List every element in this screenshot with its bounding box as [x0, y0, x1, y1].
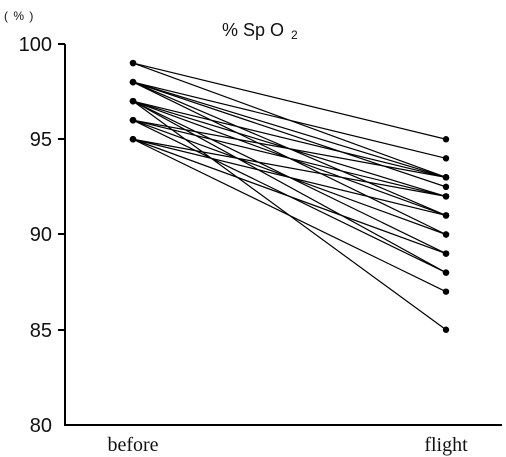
data-point-19-flight — [442, 212, 450, 219]
y-tick-label-90: 90 — [30, 224, 52, 246]
y-axis-tick-labels: 100 95 90 85 80 — [19, 34, 52, 437]
series-points — [129, 59, 450, 333]
series-line-3 — [132, 81, 447, 159]
x-axis-tick-labels: before flight — [107, 434, 468, 456]
data-point-7-before — [129, 78, 137, 86]
data-point-17-flight — [442, 269, 450, 276]
series-line-1 — [132, 62, 447, 140]
data-point-18-flight — [442, 193, 450, 200]
series-line-4 — [132, 81, 447, 178]
x-tick-label-before: before — [107, 434, 158, 456]
series-line-15 — [132, 119, 447, 197]
data-point-21-flight — [442, 288, 450, 295]
x-tick-label-flight: flight — [424, 434, 468, 456]
y-tick-label-85: 85 — [30, 320, 52, 342]
data-point-3-flight — [442, 155, 450, 162]
y-axis-ticks — [58, 43, 65, 331]
series-line-8 — [132, 100, 447, 178]
series-line-5 — [132, 81, 447, 188]
data-point-21-before — [129, 136, 137, 143]
data-point-14-flight — [442, 174, 450, 181]
data-point-20-flight — [442, 250, 450, 257]
series-lines — [132, 62, 447, 331]
y-tick-label-80: 80 — [30, 415, 52, 437]
data-point-5-flight — [442, 183, 450, 191]
data-point-2-before — [129, 59, 137, 67]
data-point-13-flight — [442, 326, 450, 333]
data-point-17-before — [129, 117, 137, 124]
series-line-14 — [132, 119, 447, 178]
y-axis-unit-label: ( % ) — [4, 9, 34, 23]
y-tick-label-95: 95 — [30, 129, 52, 151]
chart-title-subscript: 2 — [291, 28, 298, 42]
y-tick-label-100: 100 — [19, 34, 52, 56]
data-point-16-flight — [442, 231, 450, 238]
series-line-19 — [132, 138, 447, 217]
series-line-18 — [132, 138, 447, 197]
series-line-21 — [132, 138, 447, 293]
data-point-13-before — [129, 97, 137, 105]
chart-title: % Sp O — [222, 20, 284, 40]
data-point-1-flight — [442, 136, 450, 143]
series-line-20 — [132, 138, 447, 255]
series-line-12 — [132, 100, 447, 274]
